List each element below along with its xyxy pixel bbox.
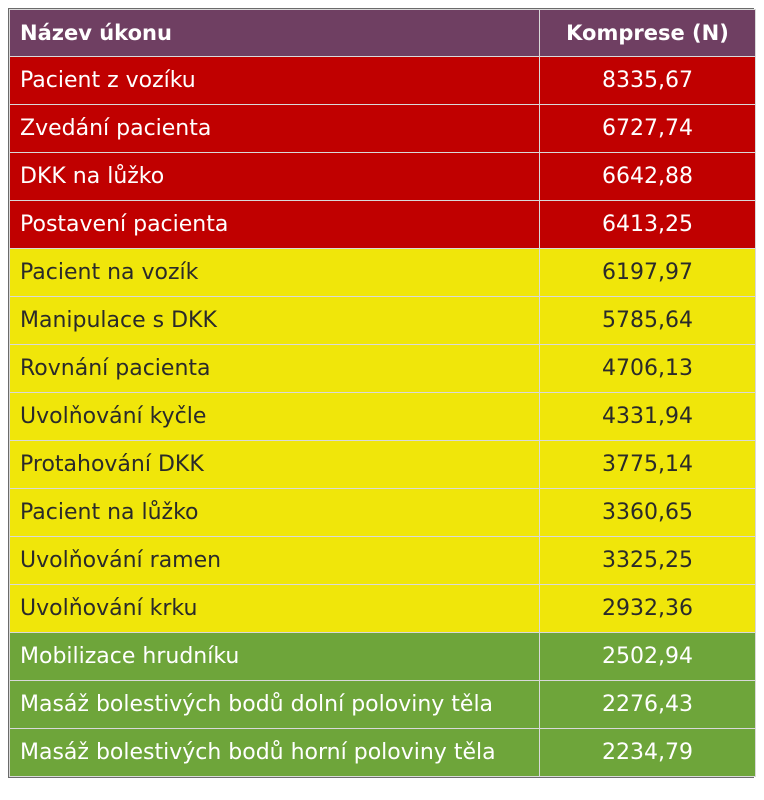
row-name-cell: Mobilizace hrudníku xyxy=(9,632,540,681)
table-row: Postavení pacienta 6413,25 xyxy=(9,200,756,249)
table-body: Pacient z vozíku 8335,67 Zvedání pacient… xyxy=(9,56,756,777)
table-row: Mobilizace hrudníku 2502,94 xyxy=(9,632,756,681)
row-name-cell: Postavení pacienta xyxy=(9,200,540,249)
table-row: Uvolňování krku 2932,36 xyxy=(9,584,756,633)
table-row: Pacient na vozík 6197,97 xyxy=(9,248,756,297)
row-name-cell: DKK na lůžko xyxy=(9,152,540,201)
row-name-cell: Pacient na vozík xyxy=(9,248,540,297)
table-row: Zvedání pacienta 6727,74 xyxy=(9,104,756,153)
column-header-name: Název úkonu xyxy=(9,9,540,57)
row-name-cell: Pacient na lůžko xyxy=(9,488,540,537)
row-name-cell: Protahování DKK xyxy=(9,440,540,489)
table-row: Pacient na lůžko 3360,65 xyxy=(9,488,756,537)
row-value-cell: 2234,79 xyxy=(539,728,756,777)
compression-table-container: Název úkonu Komprese (N) Pacient z vozík… xyxy=(8,8,756,778)
row-value-cell: 8335,67 xyxy=(539,56,756,105)
row-name-cell: Uvolňování ramen xyxy=(9,536,540,585)
row-name-cell: Masáž bolestivých bodů horní poloviny tě… xyxy=(9,728,540,777)
table-row: DKK na lůžko 6642,88 xyxy=(9,152,756,201)
row-name-cell: Rovnání pacienta xyxy=(9,344,540,393)
row-name-cell: Manipulace s DKK xyxy=(9,296,540,345)
row-name-cell: Uvolňování krku xyxy=(9,584,540,633)
table-row: Protahování DKK 3775,14 xyxy=(9,440,756,489)
row-value-cell: 2276,43 xyxy=(539,680,756,729)
compression-table: Název úkonu Komprese (N) Pacient z vozík… xyxy=(9,9,756,777)
table-row: Pacient z vozíku 8335,67 xyxy=(9,56,756,105)
row-name-cell: Uvolňování kyčle xyxy=(9,392,540,441)
row-value-cell: 4331,94 xyxy=(539,392,756,441)
row-value-cell: 2502,94 xyxy=(539,632,756,681)
row-value-cell: 4706,13 xyxy=(539,344,756,393)
row-value-cell: 6197,97 xyxy=(539,248,756,297)
table-row: Masáž bolestivých bodů horní poloviny tě… xyxy=(9,728,756,777)
row-value-cell: 6413,25 xyxy=(539,200,756,249)
table-row: Masáž bolestivých bodů dolní poloviny tě… xyxy=(9,680,756,729)
row-name-cell: Zvedání pacienta xyxy=(9,104,540,153)
column-header-compression: Komprese (N) xyxy=(539,9,756,57)
row-value-cell: 6727,74 xyxy=(539,104,756,153)
table-header-row: Název úkonu Komprese (N) xyxy=(9,9,756,57)
table-row: Uvolňování kyčle 4331,94 xyxy=(9,392,756,441)
row-value-cell: 3360,65 xyxy=(539,488,756,537)
row-name-cell: Masáž bolestivých bodů dolní poloviny tě… xyxy=(9,680,540,729)
row-value-cell: 3775,14 xyxy=(539,440,756,489)
row-value-cell: 3325,25 xyxy=(539,536,756,585)
row-name-cell: Pacient z vozíku xyxy=(9,56,540,105)
row-value-cell: 6642,88 xyxy=(539,152,756,201)
table-row: Rovnání pacienta 4706,13 xyxy=(9,344,756,393)
table-row: Uvolňování ramen 3325,25 xyxy=(9,536,756,585)
row-value-cell: 2932,36 xyxy=(539,584,756,633)
row-value-cell: 5785,64 xyxy=(539,296,756,345)
table-row: Manipulace s DKK 5785,64 xyxy=(9,296,756,345)
